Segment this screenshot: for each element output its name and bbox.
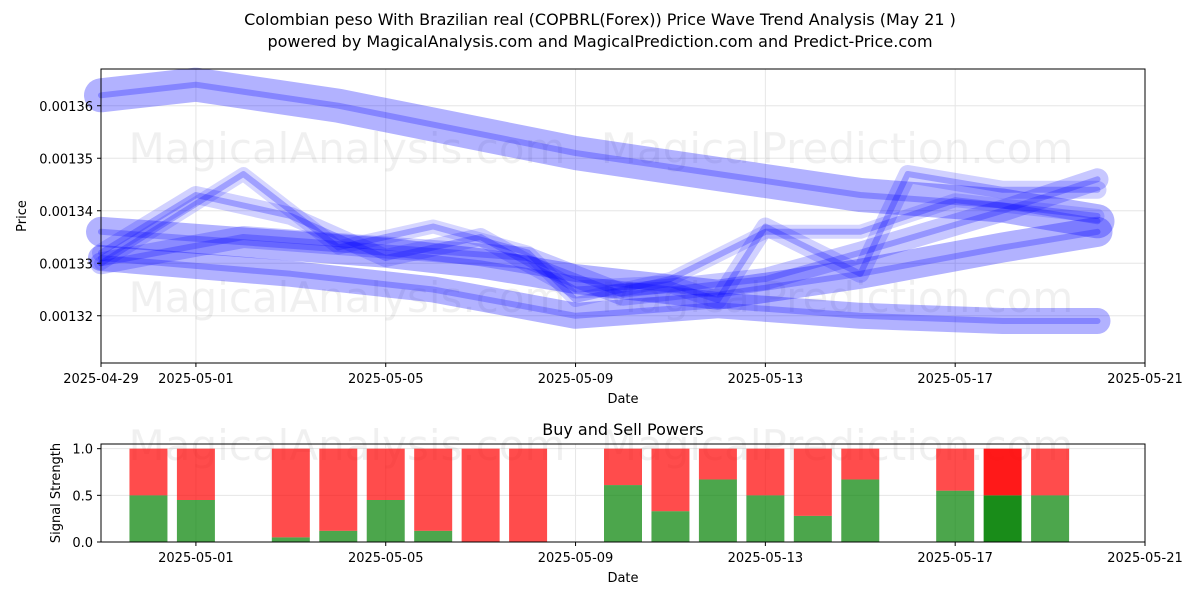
price-x-tick-label: 2025-05-17 — [917, 372, 993, 387]
buy-power-bar — [271, 537, 310, 542]
sell-power-bar — [366, 448, 405, 500]
powers-y-axis-label: Signal Strength — [49, 443, 64, 543]
price-wave-core-3 — [98, 255, 1101, 324]
price-y-tick-label: 0.00135 — [39, 152, 93, 167]
price-wave-band-6 — [94, 167, 1105, 307]
buy-power-bar — [793, 515, 832, 542]
price-y-tick-label: 0.00134 — [39, 205, 93, 220]
buy-power-bar — [651, 511, 690, 542]
powers-y-tick-label: 0.5 — [72, 489, 93, 504]
price-wave-core-1 — [98, 81, 1101, 225]
buy-power-bar — [129, 495, 168, 542]
sell-power-bar — [841, 448, 880, 480]
price-wave-band-2 — [86, 216, 1113, 310]
powers-x-tick-label: 2025-05-21 — [1107, 551, 1183, 566]
chart-title-line2: powered by MagicalAnalysis.com and Magic… — [267, 32, 933, 51]
price-x-tick-label: 2025-05-09 — [538, 372, 614, 387]
buy-power-bar — [414, 530, 453, 542]
powers-ticks: 2025-05-01 2025-05-05 2025-05-09 2025-05-13… — [72, 443, 1182, 566]
powers-bars — [129, 448, 1070, 542]
powers-axes-frame — [100, 443, 1146, 543]
price-y-tick-label: 0.00132 — [39, 310, 93, 325]
watermark-analysis-mid: MagicalAnalysis.com — [129, 273, 566, 322]
powers-x-tick-label: 2025-05-13 — [728, 551, 804, 566]
price-x-tick-label: 2025-05-13 — [728, 372, 804, 387]
sell-power-bar — [1031, 448, 1070, 496]
sell-power-bar — [983, 448, 1022, 496]
price-wave-core-5 — [98, 171, 1101, 303]
watermark-analysis-top: MagicalAnalysis.com — [129, 124, 566, 173]
price-x-tick-label: 2025-04-29 — [63, 372, 139, 387]
price-y-tick-label: 0.00133 — [39, 257, 93, 272]
price-wave-band-1 — [84, 67, 1115, 239]
price-wave-band-5 — [92, 165, 1107, 309]
buy-power-bar — [319, 530, 358, 542]
sell-power-bar — [129, 448, 168, 496]
price-wave-bands — [84, 67, 1115, 334]
price-wave-core-6 — [98, 171, 1101, 303]
buy-power-bar — [746, 495, 785, 542]
sell-power-bar — [271, 448, 310, 538]
sell-power-bar — [651, 448, 690, 512]
buy-power-bar — [366, 500, 405, 542]
sell-power-bar — [793, 448, 832, 516]
price-axes-frame — [100, 68, 1146, 364]
sell-power-bar — [176, 448, 215, 500]
sell-power-bar — [414, 448, 453, 531]
watermark-prediction-mid: MagicalPrediction.com — [601, 273, 1074, 322]
price-x-tick-label: 2025-05-21 — [1107, 372, 1183, 387]
buy-power-bar — [604, 485, 642, 542]
sell-power-bar — [698, 448, 737, 480]
sell-power-bar — [319, 448, 358, 531]
chart-title-line1: Colombian peso With Brazilian real (COPB… — [244, 10, 956, 29]
powers-watermarks: MagicalAnalysis.com MagicalPrediction.co… — [129, 421, 1074, 470]
price-wave-band-3 — [88, 245, 1111, 334]
powers-x-tick-label: 2025-05-09 — [538, 551, 614, 566]
powers-x-tick-label: 2025-05-05 — [348, 551, 424, 566]
price-ticks: 2025-04-29 2025-05-01 2025-05-05 2025-05-09… — [39, 100, 1183, 387]
powers-chart-title: Buy and Sell Powers — [542, 420, 704, 439]
sell-power-bar — [604, 448, 642, 486]
price-x-tick-label: 2025-05-01 — [158, 372, 234, 387]
price-y-axis-label: Price — [15, 200, 30, 232]
powers-x-tick-label: 2025-05-17 — [917, 551, 993, 566]
sell-power-bar — [936, 448, 975, 491]
watermark-prediction-top: MagicalPrediction.com — [601, 124, 1074, 173]
price-x-axis-label: Date — [607, 392, 638, 407]
buy-power-bar — [176, 500, 215, 542]
price-wave-core-4 — [98, 176, 1101, 298]
buy-power-bar — [1031, 495, 1070, 542]
price-watermarks: MagicalAnalysis.com MagicalPrediction.co… — [129, 124, 1074, 322]
buy-power-bar — [698, 479, 737, 542]
powers-x-tick-label: 2025-05-01 — [158, 551, 234, 566]
buy-power-bar — [983, 495, 1022, 542]
powers-y-tick-label: 0.0 — [72, 536, 93, 551]
sell-power-bar — [461, 448, 500, 542]
price-y-tick-label: 0.00136 — [39, 100, 93, 115]
price-wave-core-2 — [98, 228, 1101, 298]
buy-power-bar — [841, 479, 880, 542]
powers-y-tick-label: 1.0 — [72, 443, 93, 458]
price-wave-band-4 — [90, 168, 1109, 306]
buy-power-bar — [936, 490, 975, 542]
sell-power-bar — [746, 448, 785, 496]
price-x-tick-label: 2025-05-05 — [348, 372, 424, 387]
sell-power-bar — [509, 448, 548, 542]
powers-x-axis-label: Date — [607, 571, 638, 586]
